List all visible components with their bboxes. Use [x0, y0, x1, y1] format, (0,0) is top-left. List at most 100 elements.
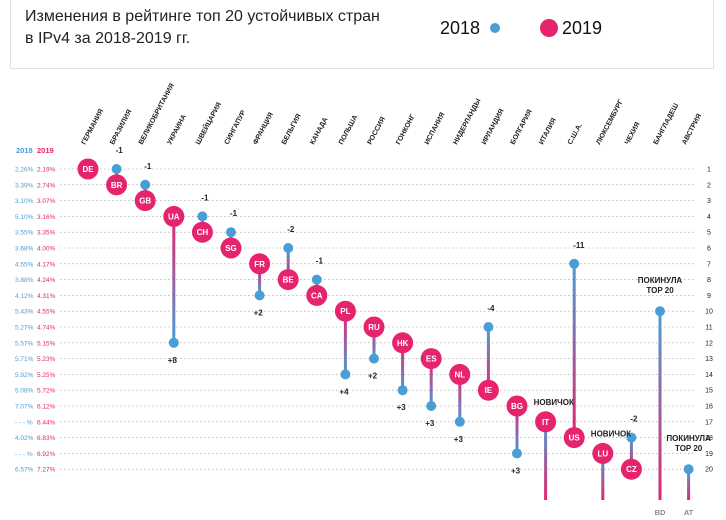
dot-2018: [369, 353, 379, 364]
row-pct-2019: 6.92%: [37, 451, 56, 458]
dot-2018: [512, 448, 522, 459]
row-pct-2019: 2.74%: [37, 182, 56, 189]
dot-2019: [163, 205, 185, 227]
country-code-label: HK: [397, 339, 409, 348]
country-code-label: LU: [597, 449, 608, 458]
rank-change-label: +2: [254, 308, 264, 317]
dot-2018: [483, 322, 494, 332]
dot-2018: [197, 211, 208, 222]
dot-2018: [311, 274, 322, 285]
country-name-label: ГЕРМАНИЯ: [81, 108, 106, 146]
legend-2018-dot: [490, 23, 500, 33]
rank-number: 6: [707, 246, 711, 253]
dot-2018: [683, 464, 694, 475]
dot-2019: [306, 284, 328, 306]
status-label-left-top: ПОКИНУЛА: [638, 276, 683, 285]
dot-2019: [249, 253, 271, 275]
row-pct-2018: 5.43%: [15, 309, 34, 316]
dot-2018: [168, 337, 179, 348]
country-name-label: ЛЮКСЕМБУРГ: [595, 99, 625, 146]
row-pct-2019: 5.23%: [37, 356, 56, 363]
rank-change-label: -4: [487, 304, 495, 313]
country-name-label: КАНАДА: [309, 116, 329, 146]
country-code-label: IE: [485, 386, 493, 395]
country-code-label: BD: [655, 508, 666, 517]
rank-change-label: +3: [511, 466, 521, 475]
dot-2019: [134, 190, 156, 212]
legend-symbol: [490, 19, 558, 37]
dot-2018: [569, 258, 580, 269]
dot-2019: [535, 411, 557, 433]
country-name-label: НИДЕРЛАНДЫ: [452, 98, 482, 146]
row-pct-2019: 5.72%: [37, 388, 56, 395]
rank-change-label: -1: [230, 209, 238, 218]
dot-2019: [592, 442, 614, 464]
row-pct-2019: 4.00%: [37, 246, 56, 253]
col-header-2018: 2018: [16, 146, 33, 155]
rank-change-label: -1: [201, 193, 209, 202]
country-code-label: RU: [368, 323, 380, 332]
dot-2019: [334, 300, 356, 322]
dot-2019: [620, 458, 642, 480]
country-code-label: ES: [426, 355, 437, 364]
rank-number: 15: [705, 388, 713, 395]
rank-change-label: -1: [144, 162, 152, 171]
rank-number: 17: [705, 419, 713, 426]
row-pct-2018: 3.55%: [15, 230, 34, 237]
country-name-label: АВСТРИЯ: [681, 113, 703, 146]
country-code-label: BR: [111, 181, 123, 190]
country-code-label: US: [569, 434, 581, 443]
country-name-label: ГОНКОНГ: [395, 113, 417, 146]
country-name-label: УКРАИНА: [166, 114, 188, 146]
dot-2018: [254, 290, 265, 301]
row-pct-2018: 5.27%: [15, 325, 34, 332]
status-label-newcomer: НОВИЧОК: [534, 398, 574, 407]
dot-2018: [111, 164, 122, 174]
row-pct-2018: 5.10%: [15, 214, 34, 221]
col-header-2019: 2019: [37, 146, 54, 155]
dot-2019: [506, 395, 528, 417]
row-pct-2019: 5.25%: [37, 372, 56, 379]
row-pct-2019: 4.24%: [37, 277, 56, 284]
country-code-label: CH: [197, 228, 209, 237]
country-name-label: ИРЛАНДИЯ: [481, 108, 506, 146]
rank-change-label: -2: [630, 415, 638, 424]
rank-number: 14: [705, 372, 713, 379]
country-code-label: CA: [311, 291, 323, 300]
change-labels: -1 -1 +8 -1 -1 +2 -2 -1 +4 +2 +3 +3 +3 -4 +3 НОВИЧОК -11…: [116, 146, 711, 475]
row-pct-2018: 5.71%: [15, 356, 34, 363]
rank-number: 2: [707, 182, 711, 189]
country-code-label: DE: [82, 165, 94, 174]
status-label-left-top: TOP 20: [646, 286, 674, 295]
row-pct-2019: 4.74%: [37, 325, 56, 332]
row-pct-2018: 3.88%: [15, 277, 34, 284]
dot-2019: [77, 158, 99, 180]
country-name-label: ЧЕХИЯ: [624, 121, 642, 146]
country-name-label: РОССИЯ: [367, 116, 387, 146]
row-pct-2019: 6.44%: [37, 419, 56, 426]
country-name-label: БЕЛЬГИЯ: [281, 113, 303, 146]
row-pct-2019: 4.31%: [37, 293, 56, 300]
rank-number: 20: [705, 467, 713, 474]
country-name-label: С.Ш.А.: [567, 122, 584, 146]
dot-2019: [277, 269, 299, 291]
row-pct-2019: 3.35%: [37, 230, 56, 237]
rank-number: 8: [707, 277, 711, 284]
header-panel: Изменения в рейтинге топ 20 устойчивых с…: [10, 0, 714, 69]
row-pct-2019: 4.17%: [37, 261, 56, 268]
rank-number: 3: [707, 198, 711, 205]
country-name-label: ФРАНЦИЯ: [252, 111, 275, 145]
row-pct-2019: 3.16%: [37, 214, 56, 221]
country-name-label: ПОЛЬША: [338, 114, 359, 146]
dot-2018: [226, 227, 236, 238]
dot-2019: [392, 332, 414, 354]
dot-2019: [191, 221, 213, 243]
row-pct-2019: 6.83%: [37, 435, 56, 442]
row-pct-2018: 4.55%: [15, 261, 34, 268]
rank-number: 10: [705, 309, 713, 316]
rank-number: 7: [707, 261, 711, 268]
row-pct-2018: 3.68%: [15, 246, 34, 253]
row-pct-2018: 3.39%: [15, 182, 34, 189]
country-code-label: FR: [254, 260, 265, 269]
